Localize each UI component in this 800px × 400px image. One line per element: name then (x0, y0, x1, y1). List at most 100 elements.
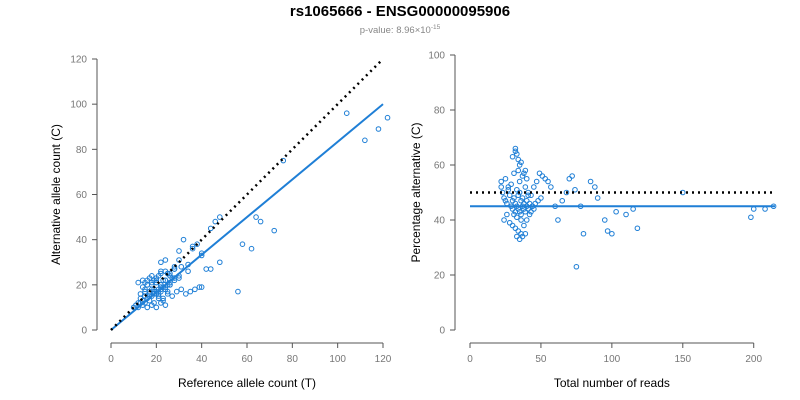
data-point (536, 170, 543, 177)
data-point (515, 228, 522, 234)
data-point (253, 214, 259, 220)
data-point (523, 217, 530, 223)
data-point (155, 293, 162, 299)
data-point (384, 114, 391, 121)
y-tick-label: 40 (76, 235, 88, 246)
data-point (151, 291, 157, 297)
data-point (162, 302, 169, 308)
data-point (135, 300, 141, 306)
data-point (153, 304, 160, 311)
data-point (375, 126, 382, 132)
data-point (750, 206, 757, 212)
data-point (178, 263, 185, 270)
data-point (135, 279, 141, 286)
data-point (514, 186, 520, 193)
data-point (515, 167, 522, 174)
data-point (512, 148, 519, 155)
data-point (207, 266, 214, 272)
data-point (512, 225, 519, 232)
data-point (160, 297, 166, 304)
data-point (235, 288, 241, 295)
data-point (158, 268, 164, 275)
fit-line (110, 103, 384, 331)
data-point (178, 286, 185, 293)
y-tick-label: 60 (434, 161, 446, 172)
data-point (519, 195, 526, 201)
y-tick-label: 100 (70, 100, 87, 111)
data-point (572, 186, 578, 193)
data-point (587, 178, 594, 185)
data-point (508, 181, 514, 188)
data-point (521, 222, 527, 229)
data-point (505, 186, 512, 193)
data-point (362, 137, 368, 144)
data-point (509, 197, 516, 204)
data-point (139, 277, 146, 284)
data-point (502, 175, 509, 182)
p-value-exponent: -15 (430, 24, 441, 31)
data-point (173, 288, 180, 295)
x-tick-label: 200 (745, 354, 762, 365)
data-point (217, 214, 223, 220)
data-point (528, 208, 534, 215)
data-point (144, 304, 151, 311)
data-point (519, 173, 526, 179)
allele-count-scatter: 0 20 40 60 80 100 120 0 20 40 60 80 100 120 Reference … (49, 55, 392, 391)
data-point (514, 233, 520, 240)
x-tick-label: 20 (151, 354, 163, 365)
y-tick-label: 0 (439, 326, 445, 337)
data-point (160, 295, 166, 302)
data-point (142, 286, 148, 293)
data-point (516, 162, 523, 168)
y-tick-label: 60 (76, 190, 88, 201)
data-point (532, 200, 539, 207)
data-point (526, 211, 533, 218)
data-point (506, 219, 513, 226)
data-point (506, 192, 513, 199)
y-tick-label: 20 (434, 271, 446, 282)
data-point (198, 284, 205, 290)
data-point (171, 263, 178, 270)
data-point (545, 178, 551, 185)
x-axis-label: Reference allele count (T) (178, 376, 316, 390)
data-point (630, 206, 636, 212)
x-tick-label: 0 (467, 354, 473, 365)
data-point (748, 214, 754, 221)
data-point (164, 288, 171, 295)
data-point (137, 291, 144, 297)
data-point (613, 208, 619, 215)
data-point (504, 211, 510, 218)
data-point (522, 167, 529, 174)
p-value-text: p-value: 8.96×10 (359, 25, 431, 37)
data-point (569, 173, 575, 179)
data-point (192, 286, 198, 293)
data-point (509, 153, 516, 160)
y-tick-label: 0 (81, 326, 87, 337)
data-point (511, 211, 517, 218)
data-point (169, 293, 175, 299)
data-point (498, 184, 505, 190)
data-point (521, 170, 527, 177)
data-point (511, 170, 517, 177)
data-point (516, 178, 523, 185)
data-point (196, 284, 203, 290)
data-point (580, 230, 587, 237)
data-point (514, 151, 520, 157)
x-tick-label: 150 (674, 354, 691, 365)
y-axis-label: Alternative allele count (C) (49, 124, 63, 265)
data-point (516, 208, 523, 215)
data-point (162, 277, 169, 284)
data-point (634, 225, 641, 232)
x-tick-label: 0 (108, 354, 114, 365)
data-point (158, 270, 164, 277)
x-tick-label: 120 (375, 354, 392, 365)
data-point (280, 157, 287, 164)
y-tick-label: 40 (434, 216, 446, 227)
data-point (183, 291, 189, 297)
data-point (203, 266, 209, 272)
data-point (516, 189, 523, 196)
data-point (151, 300, 157, 306)
data-point (559, 197, 566, 204)
data-point (516, 236, 523, 243)
